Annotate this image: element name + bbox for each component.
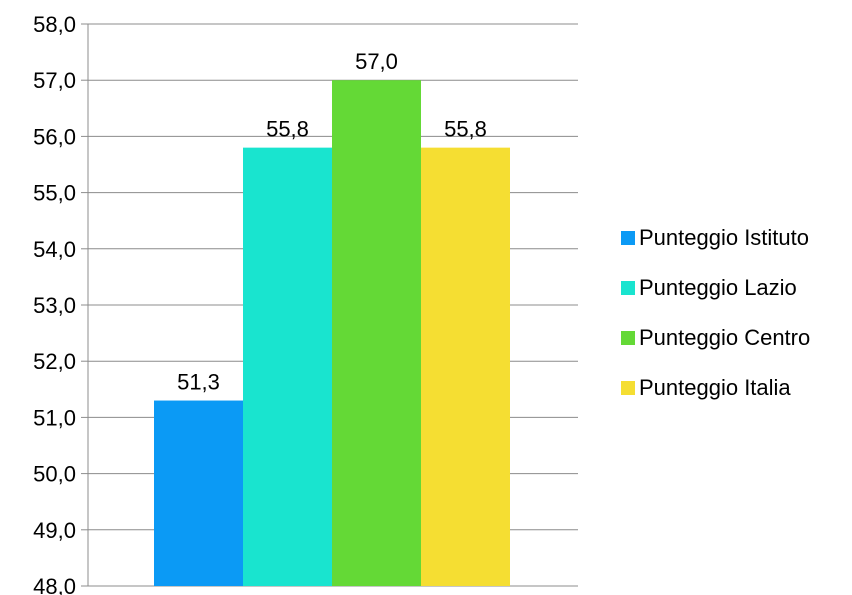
legend-swatch <box>621 231 635 245</box>
y-axis-tick-labels: 48,0 49,0 50,0 51,0 52,0 53,0 54,0 55,0 56,0 57,0… <box>33 12 76 595</box>
bar-punteggio-istituto <box>154 400 243 586</box>
y-tick-label: 54,0 <box>33 237 76 262</box>
legend-label: Punteggio Lazio <box>639 275 797 300</box>
data-label: 55,8 <box>444 117 487 142</box>
legend-label: Punteggio Italia <box>639 375 791 400</box>
data-label: 55,8 <box>266 117 309 142</box>
legend-swatch <box>621 331 635 345</box>
y-tick-label: 51,0 <box>33 405 76 430</box>
y-tick-label: 56,0 <box>33 124 76 149</box>
y-tick-label: 52,0 <box>33 349 76 374</box>
y-tick-label: 58,0 <box>33 12 76 37</box>
legend-item: Punteggio Centro <box>621 320 852 356</box>
bar-punteggio-lazio <box>243 147 332 586</box>
y-tick-label: 48,0 <box>33 574 76 595</box>
y-tick-label: 57,0 <box>33 68 76 93</box>
bar-punteggio-centro <box>332 80 421 586</box>
legend-item: Punteggio Lazio <box>621 270 852 306</box>
bars <box>154 80 510 586</box>
y-tick-label: 55,0 <box>33 181 76 206</box>
legend-item: Punteggio Italia <box>621 370 852 406</box>
legend-swatch <box>621 281 635 295</box>
legend: Punteggio Istituto Punteggio Lazio Puntegg… <box>621 220 852 420</box>
legend-item: Punteggio Istituto <box>621 220 852 256</box>
legend-swatch <box>621 381 635 395</box>
y-tick-label: 49,0 <box>33 518 76 543</box>
legend-label: Punteggio Centro <box>639 325 811 350</box>
bar-punteggio-italia <box>421 147 510 586</box>
data-label: 51,3 <box>177 370 220 395</box>
y-tick-label: 53,0 <box>33 293 76 318</box>
data-labels: 51,3 55,8 57,0 55,8 <box>177 49 487 394</box>
data-label: 57,0 <box>355 49 398 74</box>
y-tick-label: 50,0 <box>33 462 76 487</box>
legend-label: Punteggio Istituto <box>639 225 810 250</box>
